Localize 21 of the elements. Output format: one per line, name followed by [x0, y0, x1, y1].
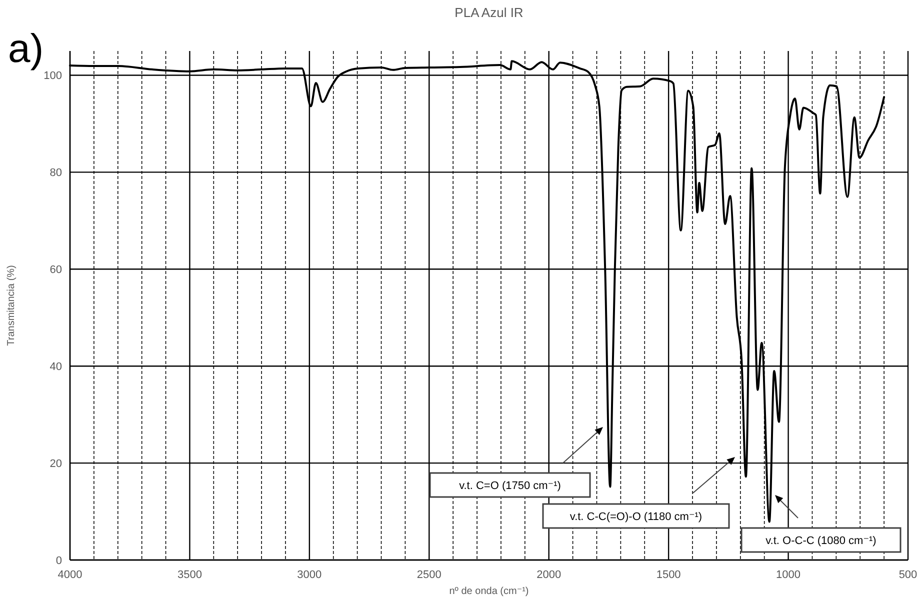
x-tick-label: 500 [898, 569, 918, 581]
annotation: v.t. C-C(=O)-O (1180 cm⁻¹) [570, 510, 702, 523]
y-tick-label: 100 [44, 70, 62, 82]
y-tick-label: 80 [50, 167, 62, 180]
text: a) [8, 27, 44, 71]
x-tick-label: 1500 [656, 569, 681, 581]
x-tick-label: 2500 [416, 569, 442, 581]
annotation: v.t. C=O (1750 cm⁻¹) [459, 480, 561, 492]
y-tick-label: 40 [50, 360, 62, 373]
annotation: v.t. O-C-C (1080 cm⁻¹) [766, 534, 876, 547]
y-tick-label: 20 [50, 458, 62, 470]
x-tick-label: 1000 [776, 569, 801, 581]
chart-title: PLA Azul IR [454, 5, 524, 20]
x-tick-label: 3000 [297, 569, 322, 581]
x-tick-label: 2000 [536, 569, 562, 581]
y-tick-label: 0 [56, 554, 62, 567]
y-axis-title: Transmitancia (%) [6, 265, 17, 346]
x-axis-title: nº de onda (cm⁻¹) [449, 586, 529, 597]
y-tick-label: 60 [50, 264, 62, 276]
x-tick-label: 4000 [58, 569, 82, 581]
x-tick-label: 3500 [177, 569, 202, 581]
